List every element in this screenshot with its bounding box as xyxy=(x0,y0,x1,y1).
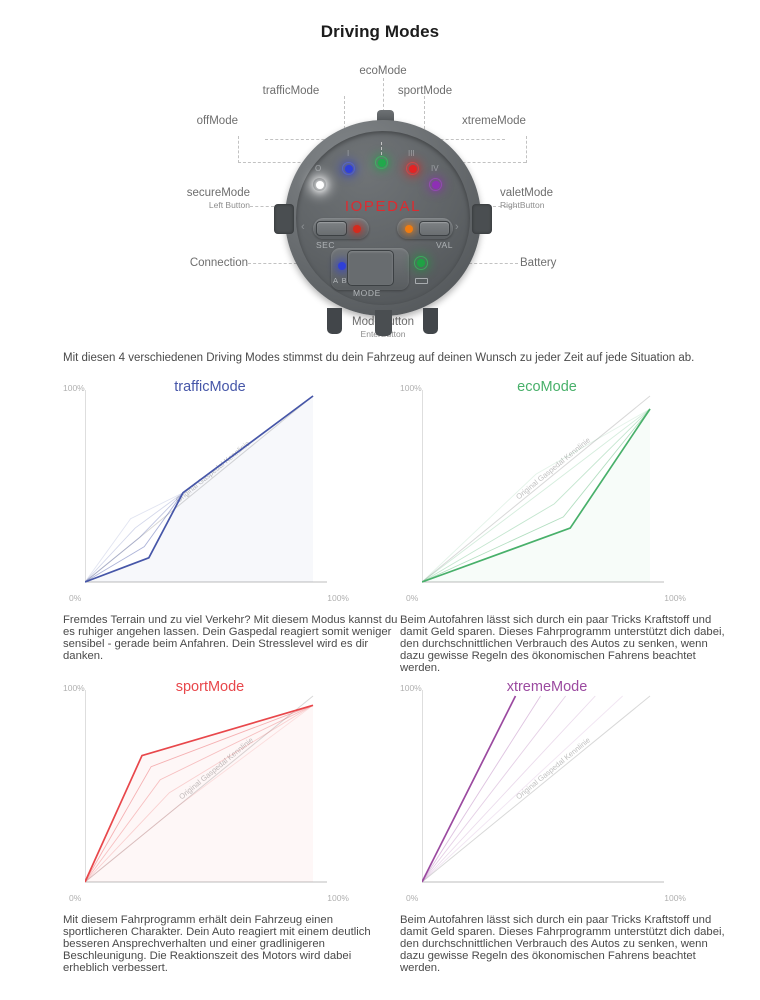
leader-secure xyxy=(250,206,295,207)
callout-secure-mode: secureMode Left Button xyxy=(140,187,250,210)
iopedal-device: O I III IV IOPEDAL ‹ SEC xyxy=(274,110,492,336)
plot-ecomode: ecoMode 100% 0% 100% Original Gaspedal K… xyxy=(400,378,686,603)
description-text: Beim Autofahren lässt sich durch ein paa… xyxy=(400,614,725,674)
intro-paragraph: Mit diesen 4 verschiedenen Driving Modes… xyxy=(63,352,695,364)
callout-off-mode: offMode xyxy=(196,115,238,127)
plot-svg: Original Gaspedal Kennlinie xyxy=(422,690,664,883)
plot-trafficmode: trafficMode 100% 0% 100% Original Gasped… xyxy=(63,378,349,603)
valet-led xyxy=(405,225,413,233)
leader-traffic xyxy=(344,96,345,139)
connection-led xyxy=(338,262,346,270)
valet-button-tag: VAL xyxy=(436,240,453,250)
device-foot-left xyxy=(327,308,342,334)
led-mark-sport: III xyxy=(408,149,415,158)
leader-off xyxy=(238,162,360,163)
description-text: Beim Autofahren lässt sich durch ein paa… xyxy=(400,914,725,974)
chart-card-ecomode: ecoMode 100% 0% 100% Original Gaspedal K… xyxy=(400,378,740,674)
description-text: Mit diesem Fahrprogramm erhält dein Fahr… xyxy=(63,914,371,974)
channel-ab-tag: A B xyxy=(333,276,348,285)
description-xtrememode: Beim Autofahren lässt sich durch ein paa… xyxy=(400,914,735,974)
plot-svg: Original Gaspedal Kennlinie xyxy=(85,390,327,583)
origin-label: 0% xyxy=(69,893,82,903)
leader-traffic-h xyxy=(265,139,350,140)
valet-button[interactable] xyxy=(419,221,450,236)
leader-sport xyxy=(424,96,425,139)
leader-eco xyxy=(383,78,384,138)
leader-xtreme xyxy=(412,162,526,163)
x-axis-max-label: 100% xyxy=(664,593,686,603)
led-eco-tick xyxy=(381,142,382,155)
callout-secure-mode-sub: Left Button xyxy=(208,200,250,210)
origin-label: 0% xyxy=(406,593,419,603)
led-off-mode xyxy=(313,178,326,191)
callout-valet-mode: valetMode RightButton xyxy=(500,187,610,210)
mode-button-tag: MODE xyxy=(353,288,381,298)
callout-sport-mode: sportMode xyxy=(397,85,453,97)
leader-valet xyxy=(472,206,517,207)
leader-sport-h xyxy=(420,139,505,140)
callout-eco-mode: ecoMode xyxy=(359,65,407,77)
chart-card-trafficmode: trafficMode 100% 0% 100% Original Gasped… xyxy=(63,378,403,662)
device-mount-tab-left xyxy=(274,204,294,234)
battery-led xyxy=(414,256,428,270)
callout-battery: Battery xyxy=(520,257,557,269)
chevron-left-icon: ‹ xyxy=(301,221,305,233)
callout-connection: Connection xyxy=(189,257,248,269)
mode-button[interactable] xyxy=(347,250,394,286)
led-eco-mode xyxy=(375,156,388,169)
secure-button-pod xyxy=(313,218,369,239)
svg-text:Original Gaspedal Kennlinie: Original Gaspedal Kennlinie xyxy=(514,735,592,801)
led-mark-traffic: I xyxy=(347,149,350,158)
battery-icon xyxy=(415,278,428,284)
x-axis-max-label: 100% xyxy=(327,893,349,903)
led-mark-xtreme: IV xyxy=(431,164,439,173)
svg-text:Original Gaspedal Kennlinie: Original Gaspedal Kennlinie xyxy=(514,435,592,501)
led-traffic-mode xyxy=(342,162,355,175)
secure-button-tag: SEC xyxy=(316,240,335,250)
led-mark-off: O xyxy=(315,164,322,173)
y-axis-max-label: 100% xyxy=(63,383,85,393)
x-axis-max-label: 100% xyxy=(664,893,686,903)
plot-xtrememode: xtremeMode 100% 0% 100% Original Gaspeda… xyxy=(400,678,686,903)
y-axis-max-label: 100% xyxy=(400,683,422,693)
chart-card-xtrememode: xtremeMode 100% 0% 100% Original Gaspeda… xyxy=(400,678,740,974)
y-axis-max-label: 100% xyxy=(63,683,85,693)
description-sportmode: Mit diesem Fahrprogramm erhält dein Fahr… xyxy=(63,914,398,974)
plot-svg: Original Gaspedal Kennlinie xyxy=(85,690,327,883)
callout-traffic-mode: trafficMode xyxy=(262,85,320,97)
description-text: Fremdes Terrain und zu viel Verkehr? Mit… xyxy=(63,614,398,662)
secure-button[interactable] xyxy=(316,221,347,236)
origin-label: 0% xyxy=(406,893,419,903)
leader-off-v xyxy=(238,136,239,163)
plot-svg: Original Gaspedal Kennlinie xyxy=(422,390,664,583)
callout-xtreme-mode: xtremeMode xyxy=(462,115,526,127)
leader-xtreme-v xyxy=(526,136,527,163)
brand-logo: IOPEDAL xyxy=(344,198,422,215)
chart-card-sportmode: sportMode 100% 0% 100% Original Gaspedal… xyxy=(63,678,403,974)
description-ecomode: Beim Autofahren lässt sich durch ein paa… xyxy=(400,614,735,674)
description-trafficmode: Fremdes Terrain und zu viel Verkehr? Mit… xyxy=(63,614,398,662)
secure-led xyxy=(353,225,361,233)
led-sport-mode xyxy=(406,162,419,175)
origin-label: 0% xyxy=(69,593,82,603)
chevron-right-icon: › xyxy=(455,221,459,233)
y-axis-max-label: 100% xyxy=(400,383,422,393)
device-foot-center xyxy=(375,310,392,336)
device-foot-right xyxy=(423,308,438,334)
device-diagram: ecoMode trafficMode sportMode offMode xt… xyxy=(0,58,760,348)
device-mount-tab-right xyxy=(472,204,492,234)
plot-sportmode: sportMode 100% 0% 100% Original Gaspedal… xyxy=(63,678,349,903)
callout-valet-mode-sub: RightButton xyxy=(500,200,545,210)
valet-button-pod xyxy=(397,218,453,239)
page-title: Driving Modes xyxy=(320,22,440,41)
x-axis-max-label: 100% xyxy=(327,593,349,603)
led-xtreme-mode xyxy=(429,178,442,191)
